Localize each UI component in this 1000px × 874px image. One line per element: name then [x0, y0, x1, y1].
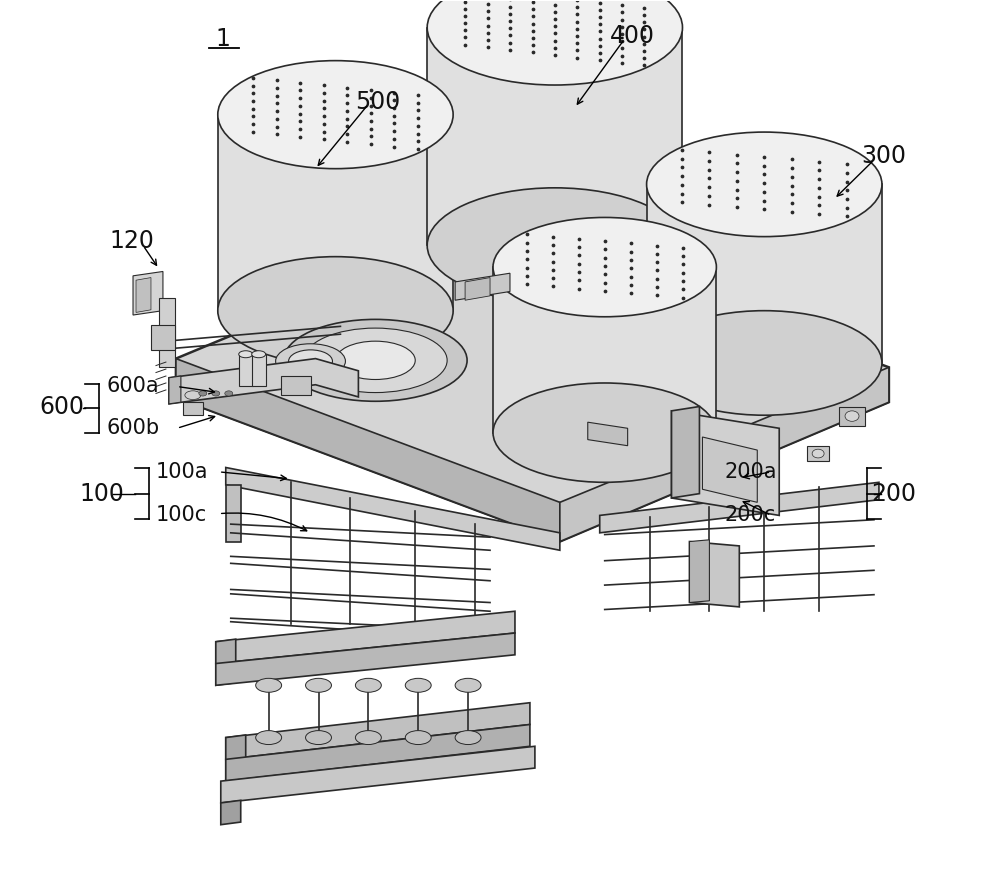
Polygon shape — [216, 639, 236, 685]
Text: 400: 400 — [610, 24, 655, 48]
Polygon shape — [226, 703, 530, 760]
Bar — [151, 325, 175, 350]
Ellipse shape — [493, 383, 716, 482]
Bar — [183, 402, 203, 415]
Polygon shape — [176, 224, 889, 542]
Text: 600a: 600a — [106, 377, 159, 397]
Polygon shape — [221, 801, 241, 825]
Polygon shape — [493, 267, 716, 433]
Polygon shape — [216, 633, 515, 685]
Polygon shape — [672, 406, 699, 498]
Text: 500: 500 — [355, 89, 401, 114]
Ellipse shape — [225, 391, 233, 396]
Polygon shape — [226, 485, 241, 542]
Text: 600: 600 — [39, 395, 84, 420]
Ellipse shape — [427, 0, 682, 85]
Ellipse shape — [304, 328, 447, 392]
Polygon shape — [455, 274, 510, 300]
Ellipse shape — [306, 731, 331, 745]
Polygon shape — [647, 184, 882, 363]
Polygon shape — [221, 746, 535, 803]
Bar — [281, 376, 311, 395]
Ellipse shape — [289, 350, 332, 372]
Polygon shape — [672, 411, 779, 516]
Text: 200a: 200a — [724, 461, 777, 482]
Ellipse shape — [276, 343, 345, 378]
Ellipse shape — [427, 188, 682, 302]
Bar — [159, 298, 175, 367]
Ellipse shape — [455, 731, 481, 745]
Ellipse shape — [306, 678, 331, 692]
Polygon shape — [226, 735, 246, 781]
Polygon shape — [169, 358, 358, 404]
Polygon shape — [427, 27, 682, 246]
Bar — [807, 446, 829, 461]
Ellipse shape — [185, 391, 201, 399]
Text: 100: 100 — [79, 482, 124, 506]
Polygon shape — [133, 272, 163, 315]
Polygon shape — [689, 542, 739, 607]
Polygon shape — [600, 482, 879, 533]
Ellipse shape — [252, 350, 266, 357]
Text: 100a: 100a — [156, 461, 208, 482]
Polygon shape — [239, 354, 253, 386]
Ellipse shape — [335, 341, 415, 379]
Ellipse shape — [256, 731, 282, 745]
Ellipse shape — [239, 350, 253, 357]
Ellipse shape — [212, 391, 220, 396]
Ellipse shape — [218, 257, 453, 364]
Ellipse shape — [493, 218, 716, 316]
Polygon shape — [689, 540, 709, 602]
Ellipse shape — [218, 60, 453, 169]
Text: 200: 200 — [871, 482, 916, 506]
Ellipse shape — [405, 678, 431, 692]
Polygon shape — [252, 354, 266, 386]
Polygon shape — [588, 422, 628, 446]
Ellipse shape — [845, 411, 859, 421]
Bar — [839, 406, 865, 426]
Polygon shape — [465, 278, 490, 300]
Ellipse shape — [647, 132, 882, 237]
Polygon shape — [226, 725, 530, 781]
Polygon shape — [226, 468, 560, 551]
Text: 600b: 600b — [106, 419, 159, 438]
Ellipse shape — [284, 319, 467, 401]
Ellipse shape — [355, 678, 381, 692]
Polygon shape — [560, 367, 889, 542]
Polygon shape — [176, 358, 560, 542]
Ellipse shape — [405, 731, 431, 745]
Polygon shape — [702, 437, 757, 503]
Text: 100c: 100c — [156, 505, 207, 525]
Text: 1: 1 — [216, 27, 231, 51]
Ellipse shape — [256, 678, 282, 692]
Ellipse shape — [355, 731, 381, 745]
Polygon shape — [136, 278, 151, 312]
Polygon shape — [216, 611, 515, 663]
Text: 300: 300 — [861, 144, 906, 169]
Polygon shape — [218, 114, 453, 310]
Text: 120: 120 — [109, 229, 154, 253]
Text: 200c: 200c — [724, 505, 776, 525]
Ellipse shape — [647, 310, 882, 415]
Ellipse shape — [199, 391, 207, 396]
Polygon shape — [169, 376, 181, 404]
Ellipse shape — [812, 449, 824, 458]
Ellipse shape — [455, 678, 481, 692]
